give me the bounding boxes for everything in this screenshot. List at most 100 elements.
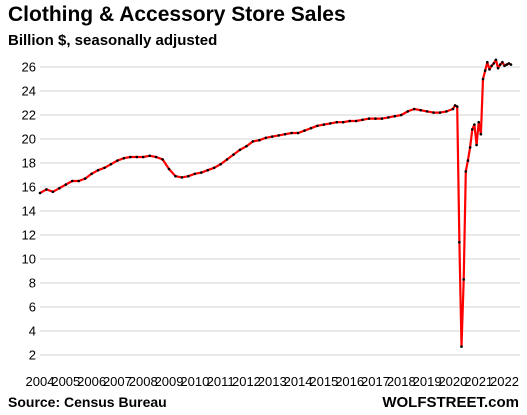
data-point <box>316 124 319 128</box>
x-tick-label: 2007 <box>103 374 132 389</box>
data-point <box>481 77 485 81</box>
x-tick-label: 2005 <box>51 374 80 389</box>
x-tick-label: 2008 <box>129 374 158 389</box>
data-point <box>109 162 113 166</box>
data-point <box>161 158 164 161</box>
data-point <box>361 118 364 122</box>
data-point <box>425 110 429 113</box>
data-point <box>245 144 248 148</box>
data-point <box>380 117 384 120</box>
data-point <box>264 136 268 140</box>
x-axis-ticks: 2004200520062007200820092010201120122013… <box>26 374 519 389</box>
x-tick-label: 2013 <box>258 374 287 389</box>
data-point <box>509 63 513 66</box>
data-point <box>445 110 448 113</box>
series-line <box>39 58 512 348</box>
y-tick-label: 26 <box>22 60 36 75</box>
data-point <box>473 123 476 126</box>
data-point <box>116 159 119 162</box>
data-point <box>96 168 100 172</box>
data-point <box>212 166 216 170</box>
data-point <box>193 172 197 176</box>
x-tick-label: 2011 <box>207 374 235 389</box>
data-point <box>501 60 504 64</box>
x-tick-label: 2022 <box>490 374 519 389</box>
gridlines <box>40 66 520 356</box>
data-point <box>492 62 496 65</box>
x-tick-label: 2020 <box>438 374 467 389</box>
y-tick-label: 8 <box>29 276 36 291</box>
x-tick-label: 2018 <box>387 374 416 389</box>
data-point <box>277 134 281 137</box>
data-point <box>199 171 203 174</box>
data-point <box>466 159 470 162</box>
data-point <box>283 132 287 136</box>
brand-watermark: WOLFSTREET.com <box>382 394 519 411</box>
x-tick-label: 2016 <box>335 374 364 389</box>
data-point <box>455 105 459 108</box>
data-point <box>475 143 478 147</box>
data-point <box>479 132 483 136</box>
data-point <box>64 183 68 186</box>
y-tick-label: 14 <box>22 204 36 219</box>
data-point <box>251 140 255 143</box>
data-point <box>174 174 177 178</box>
data-point <box>496 66 500 70</box>
data-point <box>58 186 61 190</box>
x-tick-label: 2012 <box>232 374 261 389</box>
data-point <box>38 191 42 195</box>
data-point <box>498 63 502 66</box>
data-point <box>348 119 351 123</box>
y-tick-label: 24 <box>22 84 36 99</box>
data-point <box>83 177 87 180</box>
data-point <box>187 174 190 178</box>
x-tick-label: 2019 <box>413 374 442 389</box>
series-layer <box>38 58 513 348</box>
x-tick-label: 2015 <box>309 374 338 389</box>
data-point <box>438 111 442 114</box>
data-point <box>270 135 274 138</box>
data-point <box>129 155 132 159</box>
x-tick-label: 2009 <box>155 374 184 389</box>
chart-title: Clothing & Accessory Store Sales <box>8 3 346 26</box>
data-point <box>488 68 491 71</box>
data-point <box>167 167 171 171</box>
data-point <box>354 119 358 123</box>
data-point <box>296 131 300 135</box>
data-point <box>412 107 416 111</box>
data-point <box>51 190 55 194</box>
data-point <box>399 113 403 117</box>
data-point <box>232 153 235 156</box>
data-point <box>462 278 465 281</box>
data-point <box>483 69 487 72</box>
data-point <box>219 162 222 166</box>
data-point <box>90 172 93 176</box>
data-point <box>341 120 345 124</box>
y-tick-label: 20 <box>22 132 36 147</box>
data-point <box>122 156 126 160</box>
data-point <box>486 60 489 64</box>
y-tick-label: 12 <box>22 228 36 243</box>
data-point <box>494 58 498 62</box>
y-tick-label: 18 <box>22 156 36 171</box>
data-point <box>135 155 139 159</box>
x-tick-label: 2010 <box>180 374 209 389</box>
data-point <box>206 168 210 172</box>
data-point <box>419 108 422 112</box>
y-tick-label: 2 <box>29 348 36 363</box>
data-point <box>45 188 48 191</box>
data-point <box>453 104 457 107</box>
data-point <box>432 111 435 114</box>
data-point <box>180 176 184 179</box>
data-point <box>393 114 397 118</box>
y-tick-label: 6 <box>29 300 36 315</box>
data-point <box>460 345 463 348</box>
y-tick-label: 22 <box>22 108 36 123</box>
data-point <box>505 63 508 66</box>
y-tick-label: 16 <box>22 180 36 195</box>
chart-subtitle: Billion $, seasonally adjusted <box>8 32 218 49</box>
data-point <box>154 155 158 159</box>
data-point <box>238 148 242 152</box>
